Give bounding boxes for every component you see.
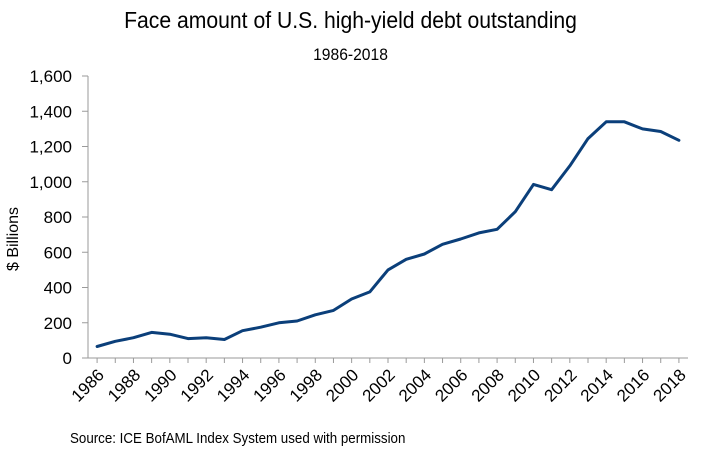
chart-subtitle: 1986-2018 — [313, 45, 388, 64]
x-tick-label: 2008 — [468, 365, 508, 405]
y-tick-label: 200 — [44, 314, 72, 333]
y-tick-label: 400 — [44, 279, 72, 298]
x-tick-label: 2014 — [577, 365, 617, 405]
x-tick-label: 1992 — [177, 365, 217, 405]
x-tick-label: 1990 — [140, 365, 180, 405]
x-tick-label: 2016 — [613, 365, 653, 405]
x-tick-label: 2004 — [395, 365, 435, 405]
x-tick-label: 2006 — [431, 365, 471, 405]
x-tick-label: 1986 — [68, 365, 108, 405]
chart-title: Face amount of U.S. high-yield debt outs… — [124, 7, 577, 33]
x-tick-label: 1988 — [104, 365, 144, 405]
y-tick-label: 1,400 — [29, 102, 72, 121]
y-tick-label: 600 — [44, 243, 72, 262]
x-tick-label: 1994 — [213, 365, 253, 405]
y-axis-title: $ Billions — [5, 207, 22, 271]
y-tick-label: 1,600 — [29, 67, 72, 86]
series-line — [95, 120, 681, 348]
x-tick-label: 1996 — [250, 365, 290, 405]
x-tick-label: 1998 — [286, 365, 326, 405]
x-tick-label: 2000 — [322, 365, 362, 405]
x-tick-label: 2010 — [504, 365, 544, 405]
x-tick-label: 2012 — [540, 365, 580, 405]
y-tick-label: 0 — [63, 349, 72, 368]
x-tick-label: 2002 — [359, 365, 399, 405]
x-tick-label: 2018 — [650, 365, 690, 405]
source-note: Source: ICE BofAML Index System used wit… — [70, 431, 406, 447]
y-tick-label: 800 — [44, 208, 72, 227]
y-tick-label: 1,200 — [29, 138, 72, 157]
y-tick-label: 1,000 — [29, 173, 72, 192]
